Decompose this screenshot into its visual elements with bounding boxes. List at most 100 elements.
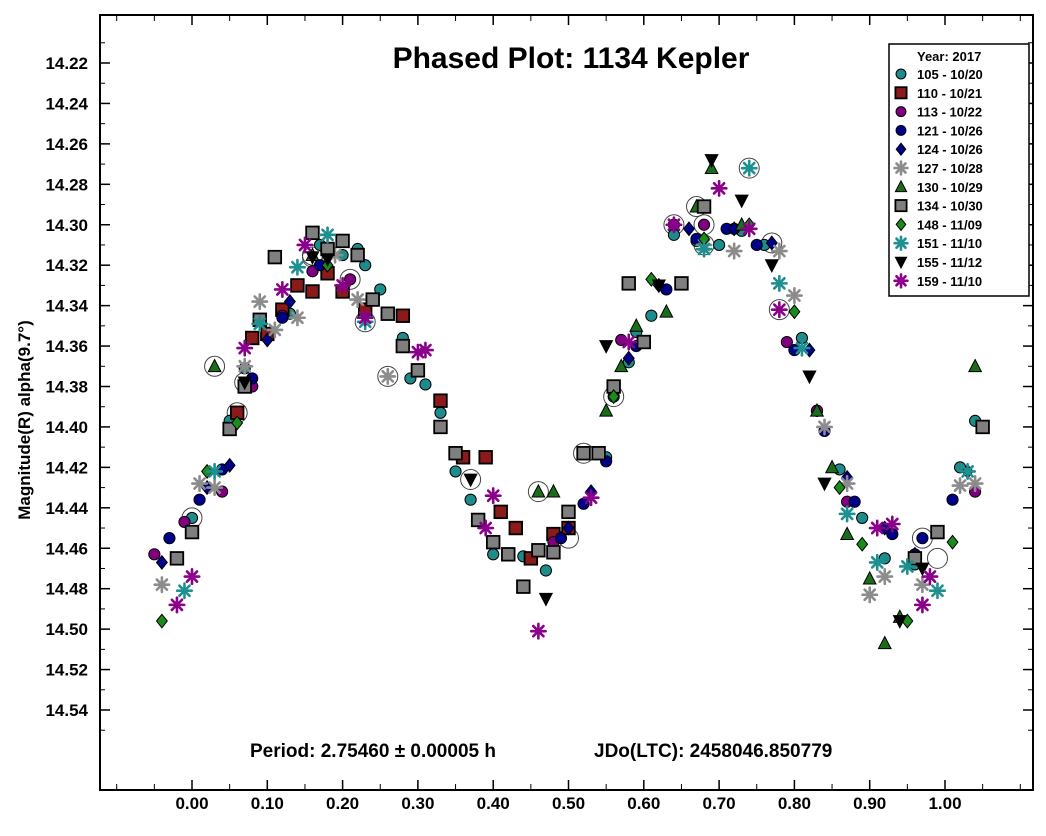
data-point — [898, 557, 916, 575]
legend-marker — [894, 86, 908, 100]
data-point — [876, 568, 894, 586]
highlight-ring — [527, 481, 549, 503]
data-point — [155, 554, 168, 570]
data-point — [946, 493, 959, 506]
data-point — [861, 586, 879, 604]
data-point — [168, 596, 186, 614]
y-axis-ticks: 14.22 14.24 14.26 14.28 14.30 14.32 14.34 14.36… — [45, 42, 1033, 731]
y-tick-label: 14.38 — [45, 378, 88, 397]
data-point — [267, 249, 283, 265]
data-point — [319, 226, 337, 244]
x-tick-label: 0.50 — [552, 794, 585, 813]
data-point — [334, 276, 352, 294]
data-point — [163, 532, 176, 545]
data-point — [848, 495, 861, 508]
x-tick-label: 0.70 — [703, 794, 736, 813]
data-point — [629, 318, 644, 332]
legend-marker — [894, 256, 908, 270]
data-point — [915, 562, 930, 577]
y-tick-label: 14.48 — [45, 580, 88, 599]
data-point — [305, 284, 320, 299]
data-point — [449, 465, 462, 478]
data-point — [305, 225, 320, 241]
data-point — [892, 615, 907, 629]
data-point — [856, 511, 869, 525]
data-point — [591, 446, 606, 461]
plot-frame — [99, 14, 1034, 791]
data-point — [266, 321, 284, 339]
legend-entries: 105 - 10/20 110 - 10/21 113 - 10/22 121 - 1… — [893, 67, 983, 289]
data-point — [713, 238, 726, 252]
x-tick-label: 0.40 — [477, 794, 510, 813]
data-point — [607, 389, 620, 405]
data-point — [148, 548, 161, 561]
x-tick-label: 0.30 — [401, 794, 434, 813]
data-point — [921, 568, 939, 586]
footer-period: Period: 2.75460 ± 0.00005 h — [250, 741, 496, 762]
data-point — [839, 526, 855, 540]
legend-entry-label: 121 - 10/26 — [917, 123, 983, 138]
data-point — [380, 306, 395, 321]
data-point — [966, 475, 984, 493]
data-point — [374, 283, 387, 296]
chart-title: Phased Plot: 1134 Kepler — [393, 42, 750, 75]
footer-epoch: JDo(LTC): 2458046.850779 — [594, 741, 832, 762]
data-point — [359, 259, 372, 272]
y-tick-label: 14.36 — [45, 337, 88, 356]
data-point — [223, 457, 236, 473]
y-tick-label: 14.50 — [45, 620, 88, 639]
legend-entry-label: 124 - 10/26 — [917, 142, 983, 157]
y-tick-label: 14.42 — [45, 458, 88, 477]
data-point — [222, 421, 237, 437]
y-tick-label: 14.28 — [45, 175, 88, 194]
data-point — [582, 489, 600, 507]
data-point — [780, 335, 793, 349]
data-point — [868, 553, 886, 571]
data-point — [562, 520, 575, 536]
legend-entry-label: 105 - 10/20 — [917, 67, 983, 82]
legend-marker — [894, 179, 908, 193]
series-10 — [237, 154, 930, 629]
data-point — [350, 247, 365, 263]
data-point — [320, 253, 335, 267]
y-tick-label: 14.46 — [45, 539, 88, 558]
y-tick-label: 14.24 — [45, 94, 88, 113]
data-point — [546, 545, 561, 560]
legend-marker — [895, 142, 907, 157]
data-point — [877, 635, 892, 650]
legend-title: Year: 2017 — [917, 49, 981, 64]
y-tick-label: 14.52 — [45, 661, 88, 680]
data-point — [816, 418, 834, 436]
data-point — [207, 358, 222, 373]
x-tick-label: 0.90 — [853, 794, 886, 813]
data-point — [665, 216, 683, 234]
legend-entry-label: 127 - 10/28 — [917, 161, 983, 176]
legend-entry-label: 130 - 10/29 — [917, 180, 983, 195]
data-point — [704, 154, 719, 168]
legend-marker — [893, 160, 909, 176]
data-point — [824, 459, 840, 474]
data-point — [621, 276, 636, 291]
data-point — [531, 543, 546, 558]
data-point — [645, 309, 658, 322]
data-point — [236, 357, 254, 375]
data-point — [251, 293, 269, 311]
data-point — [682, 221, 696, 237]
data-point — [883, 515, 901, 533]
x-axis-ticks: 0.00 0.10 0.20 0.30 0.40 0.50 0.60 0.70 0.80 0.90… — [116, 15, 1021, 813]
legend-marker — [895, 106, 907, 118]
data-point — [183, 568, 201, 586]
data-point — [434, 406, 447, 419]
data-point — [356, 309, 374, 327]
legend-marker — [893, 273, 909, 289]
data-point — [237, 376, 252, 391]
highlight-ring — [460, 469, 482, 491]
data-point — [809, 402, 825, 417]
data-point — [463, 473, 478, 488]
data-points — [148, 154, 990, 650]
data-point — [433, 393, 448, 408]
y-tick-label: 14.54 — [45, 701, 88, 720]
legend-entry-label: 134 - 10/30 — [917, 199, 983, 214]
data-point — [967, 358, 983, 373]
data-point — [838, 505, 856, 523]
